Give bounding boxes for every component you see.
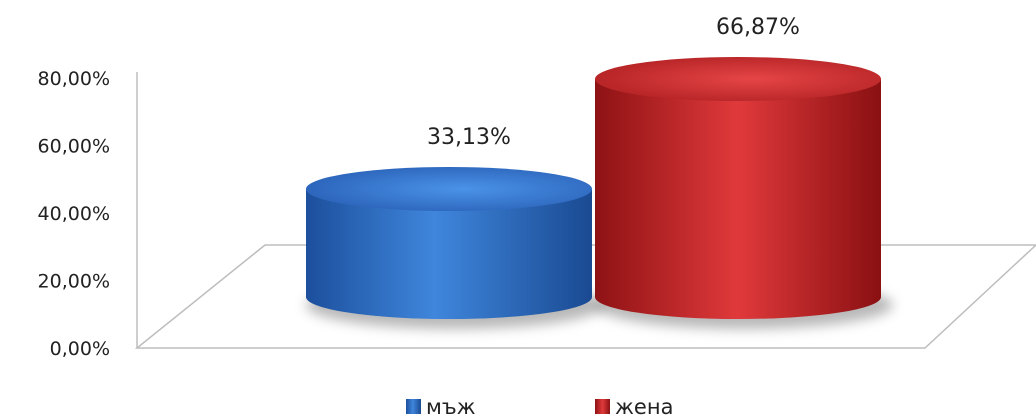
y-tick-label: 80,00% [38, 68, 110, 90]
data-label: 33,13% [427, 125, 511, 150]
bar-top [306, 167, 592, 211]
bar-body [306, 189, 592, 319]
legend-label: жена [615, 395, 673, 417]
bar-top [595, 57, 881, 102]
bar-body [595, 79, 881, 319]
legend-swatch [406, 399, 421, 414]
bars: 33,13% 66,87% [306, 15, 893, 329]
bar-2 [595, 57, 893, 329]
y-tick-label: 20,00% [38, 271, 110, 293]
legend-swatch [595, 399, 610, 414]
y-tick-label: 0,00% [50, 338, 110, 360]
y-tick-label: 40,00% [38, 203, 110, 225]
data-label: 66,87% [716, 15, 800, 40]
y-tick-label: 60,00% [38, 136, 110, 158]
y-axis-ticks: 0,00% 20,00% 40,00% 60,00% 80,00% [38, 68, 110, 360]
legend: мъж жена [406, 395, 673, 417]
bar-1 [306, 167, 604, 329]
legend-label: мъж [426, 395, 476, 417]
